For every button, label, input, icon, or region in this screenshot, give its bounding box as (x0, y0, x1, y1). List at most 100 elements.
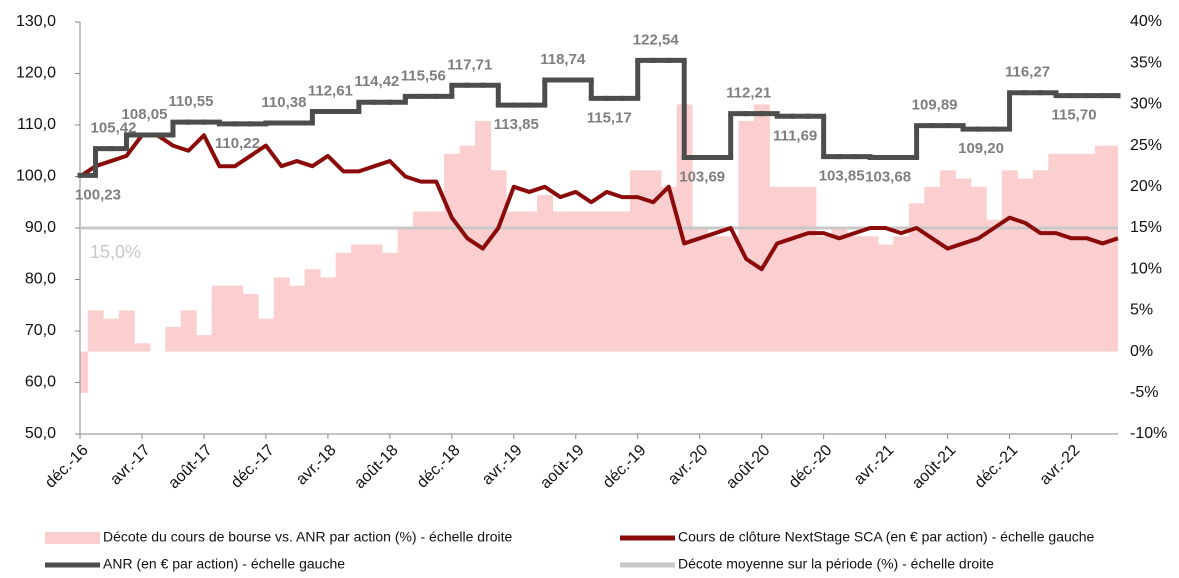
y-tick-label: 100,0 (16, 168, 56, 185)
data-label: 112,61 (308, 83, 353, 100)
data-label: 122,54 (633, 31, 680, 48)
x-tick-label: déc.-17 (228, 442, 278, 492)
y-tick-label: 130,0 (16, 13, 56, 30)
legend-label: Décote moyenne sur la période (%) - éche… (678, 556, 994, 572)
area-bar (1032, 170, 1049, 352)
x-tick-label: août-18 (351, 442, 401, 492)
y2-tick-label: 10% (1130, 260, 1162, 277)
data-label: 113,85 (494, 116, 539, 133)
area-bar (397, 228, 414, 352)
data-label: 112,21 (726, 85, 771, 102)
area-bar (908, 203, 925, 352)
area-bar (428, 211, 445, 352)
data-label: 118,74 (540, 51, 586, 68)
area-bar (815, 236, 832, 352)
area-bar (800, 186, 817, 352)
data-label: 109,20 (958, 140, 1004, 157)
area-bar (986, 219, 1003, 352)
area-bar (1110, 145, 1118, 352)
area-bar (629, 170, 646, 352)
area-bar (490, 170, 507, 352)
area-bar (227, 285, 244, 352)
x-tick-label: déc.-20 (786, 442, 836, 492)
data-label: 103,68 (865, 169, 911, 186)
area-bar (103, 318, 120, 352)
y2-tick-label: 5% (1130, 302, 1153, 319)
legend-label: Décote du cours de bourse vs. ANR par ac… (103, 529, 513, 545)
area-bar (118, 310, 135, 352)
area-bar (134, 343, 151, 352)
area-bar (1001, 170, 1018, 352)
x-tick-label: août-17 (165, 442, 215, 492)
y-tick-label: 110,0 (17, 116, 56, 133)
area-bar (784, 186, 801, 352)
x-tick-label: avr.-20 (665, 442, 712, 489)
data-label: 105,42 (91, 120, 137, 137)
data-label: 109,89 (912, 97, 958, 114)
area-bar (769, 186, 786, 352)
area-bar (413, 211, 430, 352)
y2-tick-label: 25% (1130, 137, 1162, 154)
data-label: 103,69 (679, 168, 725, 185)
area-bar (165, 326, 182, 352)
y2-tick-label: 0% (1130, 343, 1153, 360)
x-tick-label: déc.-16 (42, 442, 92, 492)
area-bar (970, 186, 987, 352)
area-bar (924, 186, 941, 352)
area-bar (196, 335, 213, 352)
area-bar (1079, 153, 1096, 352)
x-tick-label: avr.-22 (1037, 442, 1084, 489)
area-bar (382, 252, 399, 352)
area-bar (893, 236, 910, 352)
area-bar (475, 120, 492, 352)
area-bar (568, 211, 585, 352)
area-bar (599, 211, 615, 352)
area-bar (351, 244, 368, 352)
data-label: 103,85 (819, 168, 865, 185)
data-label: 115,56 (401, 67, 446, 84)
area-bar (366, 244, 383, 352)
area-bar (211, 285, 228, 352)
area-bar (939, 170, 956, 352)
area-bar (831, 228, 848, 352)
data-label: 114,42 (354, 73, 399, 90)
area-bar (87, 310, 104, 352)
area-bar (1063, 153, 1080, 352)
x-tick-label: déc.-21 (972, 442, 1022, 492)
x-tick-label: déc.-19 (600, 442, 650, 492)
x-tick-label: août-21 (909, 442, 959, 492)
area-bar (583, 211, 600, 352)
area-bar (242, 293, 259, 352)
area-bar (180, 310, 197, 352)
data-label: 110,22 (215, 135, 260, 152)
data-label: 117,71 (447, 56, 492, 73)
data-label: 108,05 (122, 106, 168, 123)
area-bar (537, 195, 554, 352)
y-tick-label: 80,0 (25, 271, 56, 288)
area-bar (335, 252, 352, 352)
price-line (78, 133, 1119, 272)
area-bar (459, 145, 476, 352)
y-tick-label: 60,0 (25, 374, 56, 391)
y2-tick-label: 15% (1130, 219, 1162, 236)
area-bar (1094, 145, 1111, 352)
x-tick-label: avr.-18 (293, 442, 340, 489)
x-tick-label: avr.-19 (479, 442, 526, 489)
x-tick-label: août-20 (723, 442, 773, 492)
y2-tick-label: 40% (1130, 13, 1162, 30)
area-bar (506, 211, 523, 352)
data-label: 100,23 (75, 186, 121, 203)
area-bar (738, 120, 755, 352)
legend-label: ANR (en € par action) - échelle gauche (103, 556, 345, 572)
area-bar (1017, 178, 1034, 352)
data-label: 110,38 (261, 94, 306, 111)
x-tick-label: avr.-17 (107, 442, 154, 489)
data-label: 110,55 (168, 93, 213, 110)
area-bar (722, 236, 739, 352)
area-bar (273, 277, 290, 352)
y-tick-label: 70,0 (25, 322, 56, 339)
y-tick-label: 120,0 (16, 65, 56, 82)
legend-swatch (45, 532, 100, 544)
area-bar (80, 351, 89, 393)
area-bar (955, 178, 972, 352)
